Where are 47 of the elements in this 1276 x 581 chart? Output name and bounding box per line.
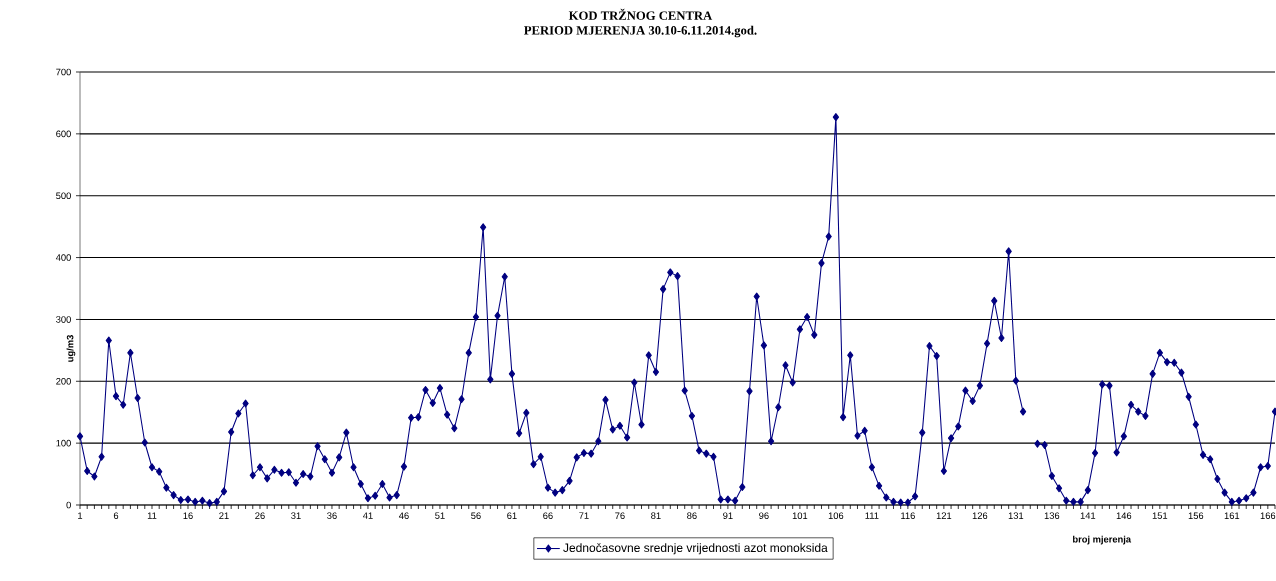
x-axis-title: broj mjerenja	[1073, 535, 1132, 545]
x-tick-label: 31	[291, 512, 301, 519]
y-tick-label: 0	[66, 501, 71, 509]
y-tick-label: 400	[55, 254, 71, 261]
y-tick-label: 600	[56, 130, 71, 138]
y-axis-title: ug/m3	[66, 335, 76, 362]
x-tick-label: 76	[615, 512, 625, 519]
x-tick-label: 81	[651, 512, 661, 519]
x-tick-label: 61	[507, 512, 517, 519]
chart-subtitle: PERIOD MJERENJA 30.10-6.11.2014.god.	[524, 25, 757, 38]
x-tick-label: 151	[1152, 512, 1168, 519]
x-tick-label: 41	[362, 512, 373, 519]
y-tick-label: 200	[56, 377, 71, 385]
x-tick-label: 26	[255, 512, 265, 519]
y-tick-label: 100	[56, 439, 71, 447]
x-tick-label: 166	[1260, 512, 1276, 519]
x-tick-label: 21	[219, 512, 229, 519]
x-tick-label: 156	[1188, 512, 1204, 519]
x-tick-label: 1	[78, 512, 83, 519]
y-tick-label: 500	[56, 192, 71, 199]
x-tick-label: 121	[936, 512, 952, 519]
x-tick-label: 46	[398, 512, 409, 519]
x-tick-label: 16	[183, 512, 193, 519]
x-tick-label: 146	[1116, 512, 1132, 519]
x-tick-label: 111	[865, 512, 879, 519]
x-tick-label: 131	[1008, 512, 1024, 519]
x-tick-label: 141	[1080, 512, 1096, 519]
x-tick-label: 51	[435, 512, 445, 519]
legend-label: Jednočasovne srednje vrijednosti azot monoksida	[563, 543, 828, 555]
x-tick-label: 161	[1224, 512, 1240, 519]
x-tick-label: 11	[147, 512, 157, 519]
x-tick-label: 71	[579, 512, 589, 519]
x-tick-label: 56	[471, 512, 481, 519]
chart-title: KOD TRŽNOG CENTRA	[568, 8, 713, 20]
x-tick-label: 101	[792, 512, 808, 519]
y-tick-label: 700	[56, 68, 71, 76]
x-tick-label: 96	[759, 512, 769, 519]
x-tick-label: 86	[687, 512, 697, 519]
x-tick-label: 6	[113, 512, 119, 519]
x-tick-label: 91	[723, 512, 733, 519]
y-tick-label: 300	[56, 316, 71, 323]
x-tick-label: 116	[901, 512, 915, 519]
x-tick-label: 136	[1044, 512, 1060, 519]
x-tick-label: 126	[972, 512, 988, 519]
x-tick-label: 66	[543, 512, 553, 519]
x-tick-label: 106	[828, 512, 844, 519]
x-tick-label: 36	[327, 512, 337, 519]
